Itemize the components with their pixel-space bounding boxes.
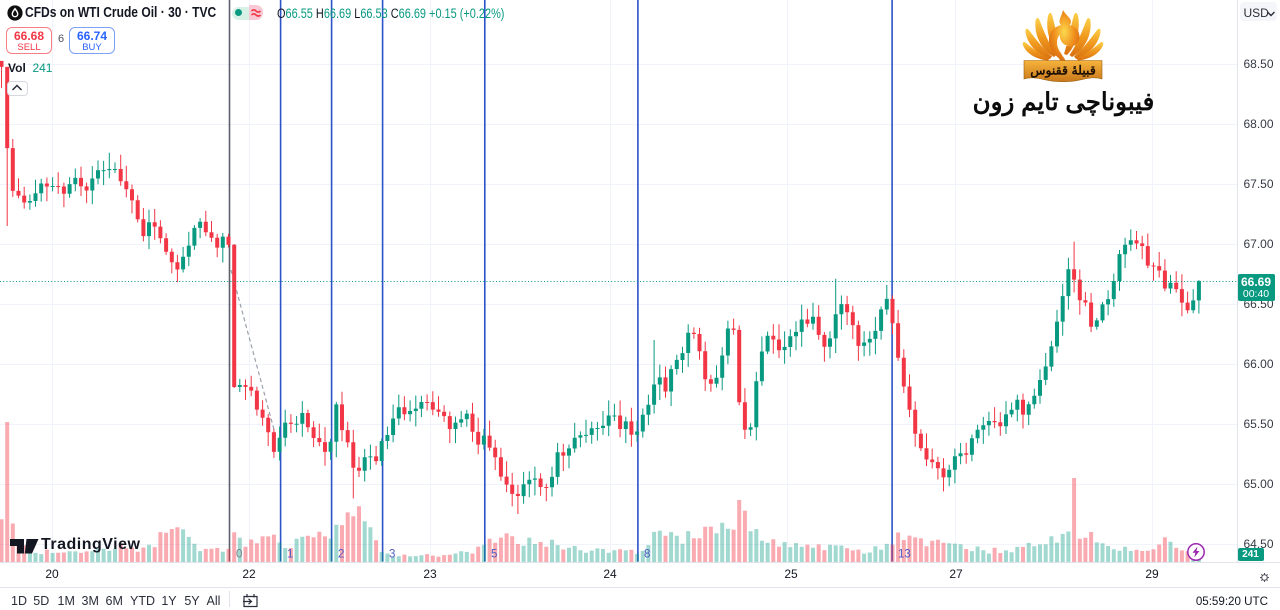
svg-text:13: 13 (898, 549, 911, 561)
svg-text:1: 1 (287, 549, 293, 561)
svg-text:3: 3 (389, 549, 395, 561)
svg-text:0: 0 (236, 549, 242, 561)
svg-text:5: 5 (491, 549, 497, 561)
svg-text:8: 8 (644, 549, 650, 561)
svg-text:قبیلهٔ ققنوس: قبیلهٔ ققنوس (1030, 64, 1096, 79)
svg-text:2: 2 (338, 549, 344, 561)
